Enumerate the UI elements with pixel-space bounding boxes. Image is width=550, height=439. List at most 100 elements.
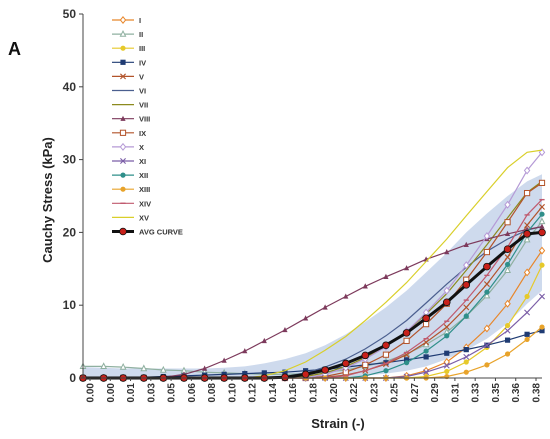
data-point [484,289,490,295]
data-point [282,369,288,375]
x-tick-label: 0.29 [430,383,441,403]
legend-item: VII [112,101,148,110]
data-point [403,265,410,271]
legend-item: XV [112,213,149,222]
data-point [483,291,491,299]
data-point [503,245,512,253]
legend-label: XII [139,171,148,180]
data-point [504,337,511,343]
data-point [463,241,469,247]
legend-label: XIV [139,199,151,208]
data-point [524,336,530,343]
data-point [463,313,469,319]
legend-label: VI [139,87,146,96]
data-point [523,230,531,238]
legend-marker [119,129,127,136]
legend-label: I [139,16,141,25]
data-point [403,337,410,344]
axes [79,13,542,381]
data-point [463,359,469,365]
data-point [261,337,267,344]
legend-item: XII [112,171,148,180]
legend-item: XI [112,157,146,166]
data-point [402,329,411,337]
legend-marker [120,59,126,65]
data-point [538,179,546,186]
data-point [383,273,389,280]
data-point [261,370,267,376]
legend-marker [119,29,127,37]
data-point [362,283,368,289]
data-point [281,373,289,382]
x-tick-label: 0.08 [207,383,218,403]
data-point [443,286,451,295]
data-point [444,368,450,375]
y-tick-label: 0 [69,371,76,385]
data-point [422,366,430,375]
x-tick-label: 0.36 [511,383,522,403]
x-tick-label: 0.38 [532,383,543,403]
data-point [282,326,288,333]
legend-label: III [139,44,145,53]
x-tick-label: 0.23 [369,383,380,403]
legend-label: II [139,30,143,39]
x-tick-label: 0.00 [86,383,97,403]
data-point [524,293,530,300]
legend-marker [119,227,127,236]
data-point [423,369,430,376]
data-point [539,223,545,229]
x-tick-label: 0.31 [450,383,461,403]
data-point [383,368,389,374]
legend-label: V [139,72,144,81]
data-point [523,268,531,277]
data-point [504,254,511,261]
legend-marker [120,186,126,192]
data-point [504,322,511,329]
data-point [422,314,430,323]
x-tick-label: 0.22 [349,383,360,403]
data-point [539,328,545,334]
data-point [463,347,469,353]
data-point [524,222,531,229]
legend-label: VII [139,101,148,110]
legend-item: VI [112,87,146,96]
legend-item: XIII [112,185,150,194]
data-point [463,261,470,270]
data-point [539,324,545,330]
data-point [321,366,329,374]
legend-item: V [112,72,144,81]
data-point [382,341,390,350]
legend-item: AVG CURVE [112,228,183,237]
data-point [443,362,450,369]
legend-label: XIII [139,185,150,194]
data-point [463,304,470,311]
data-point [423,348,429,354]
legend-marker [120,115,126,121]
data-point [341,359,350,368]
x-tick-label: 0.03 [146,383,157,403]
legend-label: XV [139,213,149,222]
data-point [484,362,490,368]
data-point [504,230,511,237]
legend-item: III [112,44,145,53]
legend-marker [120,73,126,80]
data-point [403,360,410,366]
data-point [444,249,450,255]
legend-label: AVG CURVE [139,228,183,237]
legend-item: II [112,29,143,39]
data-point [523,189,531,197]
x-tick-label: 0.27 [410,383,421,403]
data-point [361,351,370,360]
y-tick-label: 50 [63,7,77,21]
data-point [462,281,471,289]
data-point [242,348,248,354]
data-point [423,354,429,360]
data-point [403,357,410,363]
data-point [504,219,511,226]
data-point [463,369,469,375]
legend-label: XI [139,157,146,166]
x-axis-title: Strain (-) [311,416,364,431]
legend-marker [120,172,126,178]
x-tick-label: 0.25 [390,383,401,403]
data-point [202,365,208,371]
